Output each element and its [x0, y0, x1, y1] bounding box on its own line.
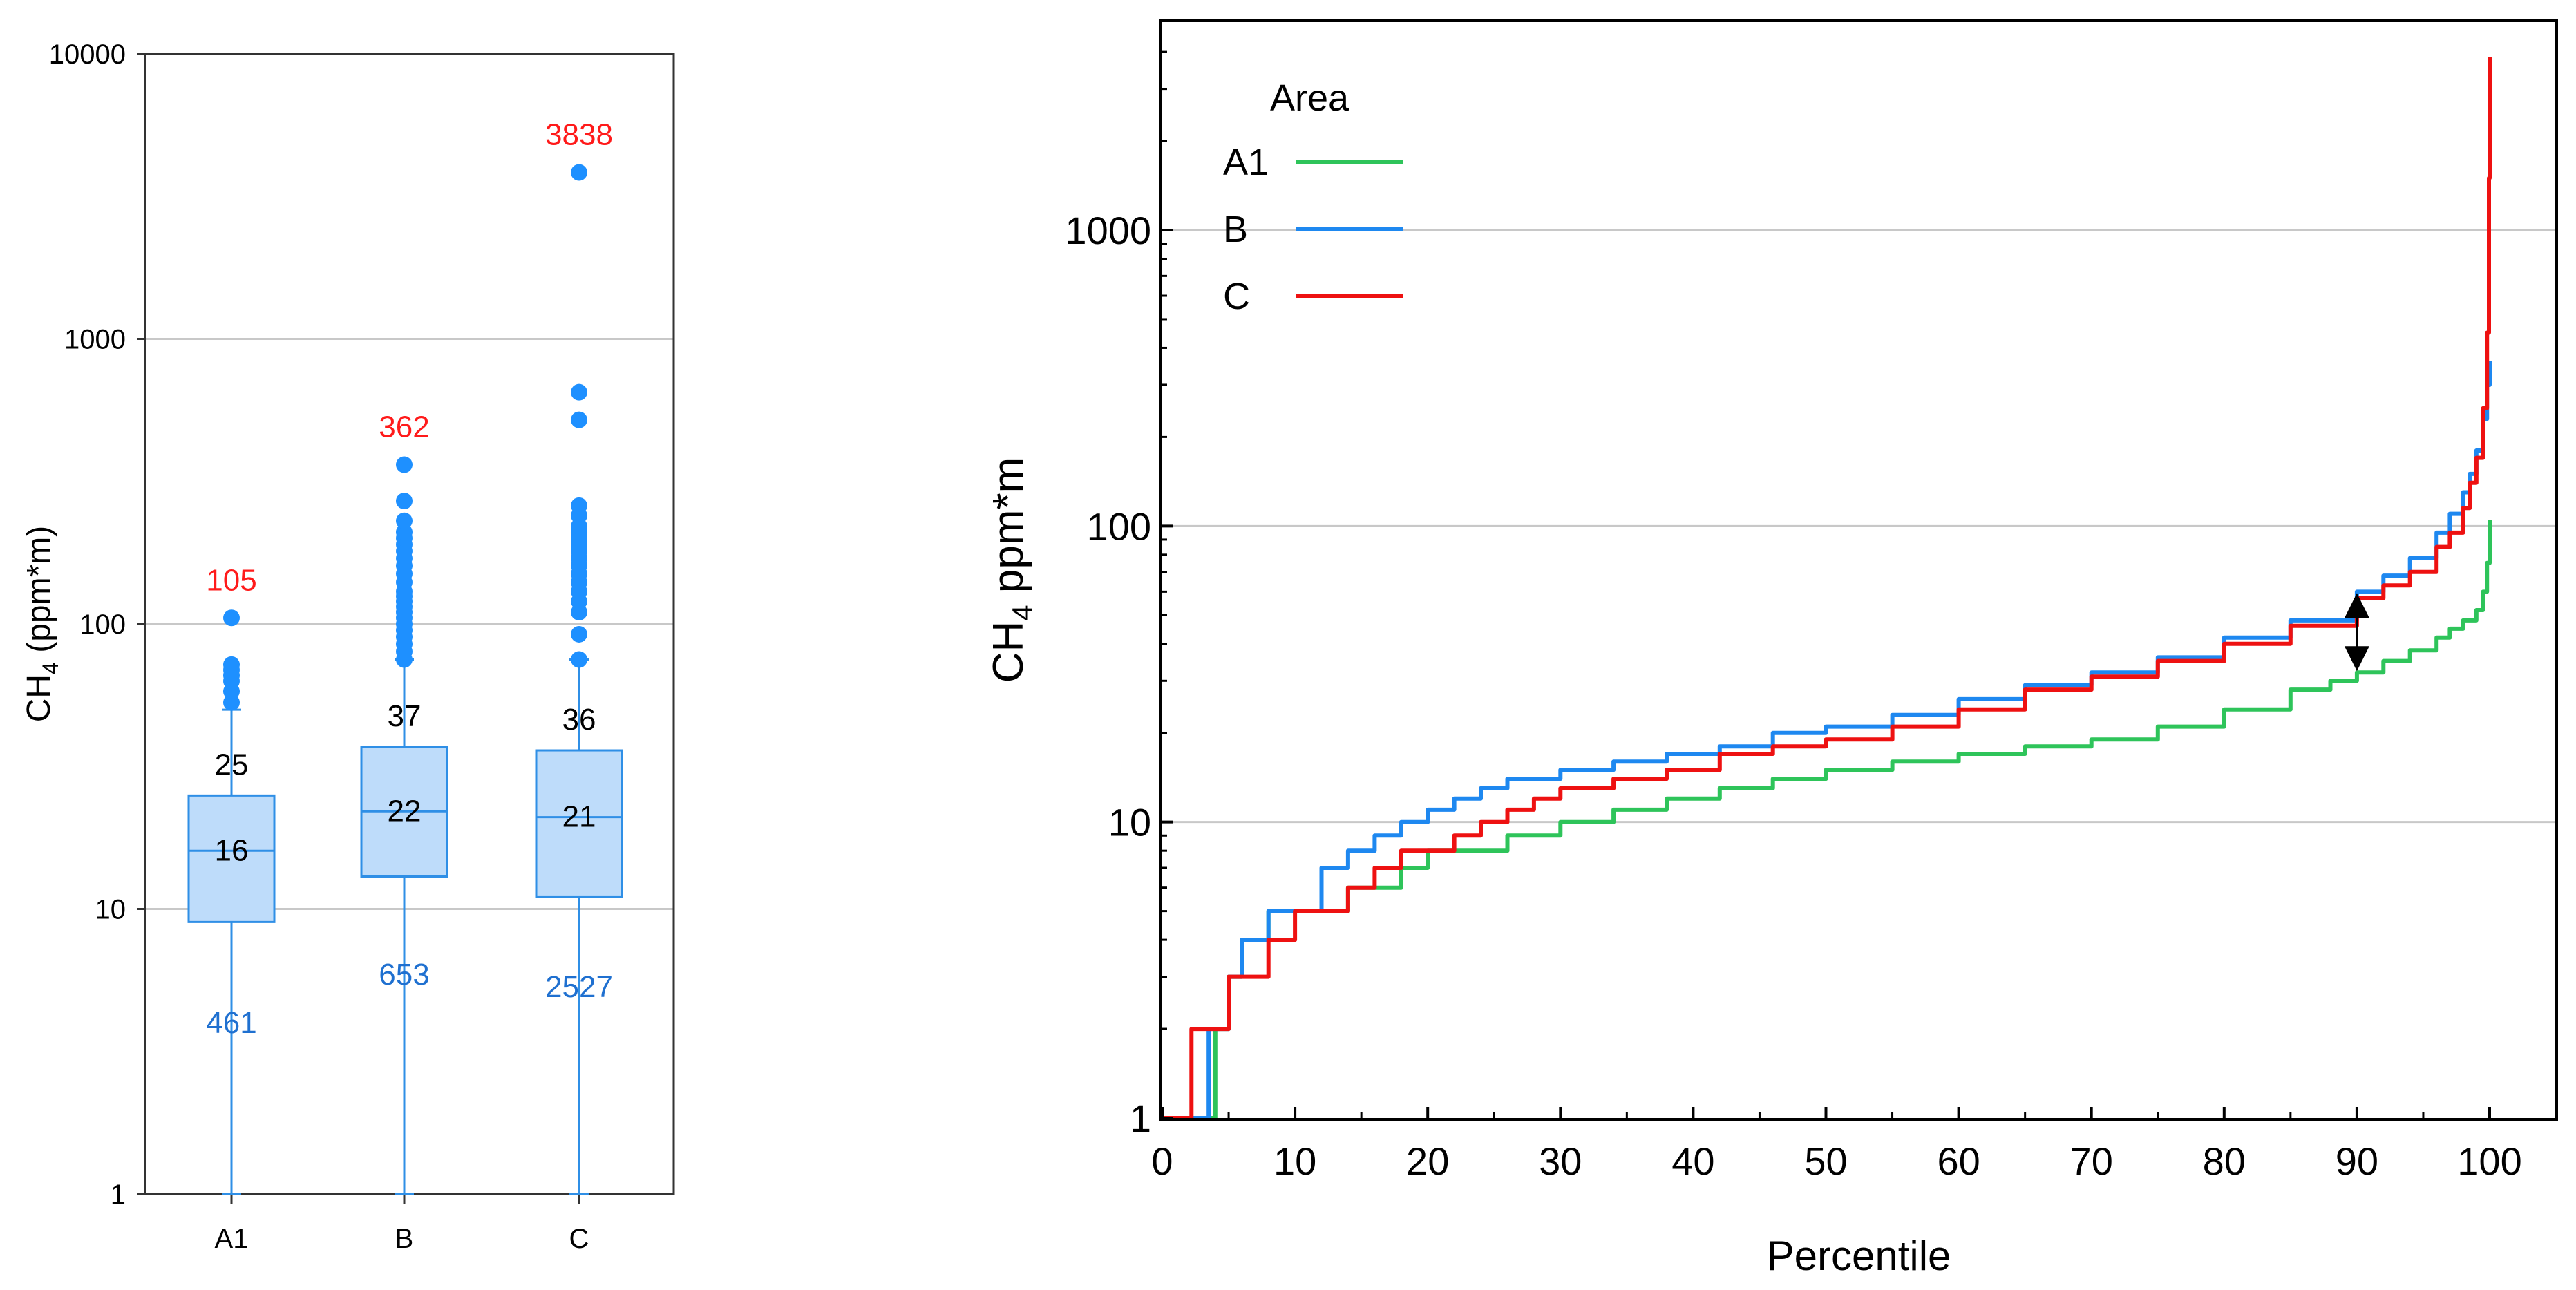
line-x-tick-label: 90	[2336, 1139, 2378, 1183]
box-ylabel-rest: (ppm*m)	[21, 526, 57, 662]
count-label: 461	[206, 1006, 256, 1040]
outlier-point	[396, 512, 413, 529]
median-label: 22	[388, 794, 422, 828]
line-plot-frame	[1159, 19, 2558, 1121]
outlier-point	[223, 609, 240, 627]
max-label: 3838	[545, 118, 613, 152]
legend-label-c: C	[1223, 276, 1250, 317]
box-x-tick-label: B	[395, 1224, 414, 1254]
line-x-tick-label: 100	[2457, 1139, 2521, 1183]
line-y-axis-label: CH4 ppm*m	[985, 457, 1039, 683]
box-y-axis-label: CH4 (ppm*m)	[21, 526, 63, 722]
max-label: 105	[206, 563, 256, 597]
box-x-axis-ticks: A1 B C	[215, 1194, 589, 1254]
legend-items: A1 BC	[1223, 142, 1403, 317]
percentile-plot-panel: 1 10 100 1000 0 10 20 30 40 50 60 70 80 90 100 Area A…	[985, 19, 2558, 1279]
count-label: 2527	[545, 970, 613, 1004]
outlier-point	[571, 651, 587, 668]
line-x-tick-label: 50	[1804, 1139, 1847, 1183]
line-series-group	[1162, 57, 2492, 1120]
iqr-box	[187, 794, 276, 923]
outlier-point	[571, 497, 587, 514]
line-y-tick-label: 1000	[1065, 209, 1151, 252]
line-x-tick-label: 0	[1151, 1139, 1173, 1183]
svg-text:CH4 ppm*m: CH4 ppm*m	[985, 457, 1039, 683]
iqr-box	[535, 749, 623, 898]
legend-title: Area	[1270, 77, 1349, 119]
legend: Area A1 BC	[1223, 77, 1403, 317]
arrow-head-up	[2344, 593, 2369, 618]
legend-label-b: B	[1223, 209, 1248, 250]
series-line-b	[1162, 361, 2492, 1120]
box-c: 21 36 3838 2527	[535, 118, 623, 1195]
outlier-point	[571, 383, 587, 401]
outlier-point	[223, 656, 240, 673]
arrow-head-down	[2344, 646, 2369, 672]
outlier-point	[571, 164, 587, 181]
box-y-tick-label: 1000	[64, 325, 126, 355]
box-y-tick-label: 100	[79, 609, 126, 640]
line-x-tick-label: 70	[2070, 1139, 2113, 1183]
line-x-tick-label: 30	[1539, 1139, 1582, 1183]
svg-text:CH4 (ppm*m): CH4 (ppm*m)	[21, 526, 63, 722]
line-ylabel-main: CH	[985, 621, 1032, 683]
difference-arrow	[2344, 593, 2369, 672]
box-y-axis-ticks: 1 10 100 1000 10000	[49, 39, 145, 1210]
count-label: 653	[379, 958, 429, 992]
box-elements: 16 25 105 461 22 37 362 653 21 36 3838 2527	[187, 118, 623, 1195]
line-ylabel-sub: 4	[1006, 605, 1039, 620]
outlier-point	[396, 493, 413, 510]
box-y-tick-label: 10	[95, 895, 126, 925]
outlier-point	[571, 411, 587, 428]
line-y-tick-label: 10	[1108, 801, 1151, 844]
line-y-axis-ticks: 1 10 100 1000	[1065, 50, 1173, 1140]
box-y-tick-label: 10000	[49, 39, 126, 70]
box-x-tick-label: A1	[215, 1224, 249, 1254]
outlier-point	[396, 456, 413, 473]
max-label: 362	[379, 410, 429, 444]
line-y-tick-label: 100	[1087, 504, 1151, 548]
q3-label: 37	[388, 699, 422, 733]
median-label: 16	[215, 833, 249, 867]
outlier-point	[571, 625, 587, 643]
q3-label: 25	[215, 748, 249, 781]
box-x-tick-label: C	[569, 1224, 589, 1254]
box-y-tick-label: 1	[111, 1179, 126, 1210]
line-x-tick-label: 10	[1273, 1139, 1316, 1183]
line-x-tick-label: 20	[1406, 1139, 1449, 1183]
line-x-axis-label: Percentile	[1767, 1233, 1951, 1279]
line-y-tick-label: 1	[1130, 1097, 1151, 1140]
line-x-tick-label: 40	[1671, 1139, 1714, 1183]
box-a1: 16 25 105 461	[187, 563, 276, 1195]
line-ylabel-rest: ppm*m	[985, 457, 1032, 605]
box-plot-panel: 1 10 100 1000 10000 A1 B C 16 25 105 461 22 37 362 65…	[21, 39, 675, 1254]
box-ylabel-sub: 4	[38, 662, 63, 674]
series-line-c	[1162, 57, 2492, 1120]
line-x-axis-ticks: 0 10 20 30 40 50 60 70 80 90 100	[1151, 1107, 2522, 1183]
box-b: 22 37 362 653	[360, 410, 448, 1195]
q3-label: 36	[562, 703, 596, 737]
line-x-tick-label: 80	[2203, 1139, 2246, 1183]
legend-label-a1: A1	[1223, 142, 1269, 183]
box-ylabel-main: CH	[21, 674, 57, 722]
median-label: 21	[562, 800, 596, 834]
line-x-tick-label: 60	[1937, 1139, 1980, 1183]
